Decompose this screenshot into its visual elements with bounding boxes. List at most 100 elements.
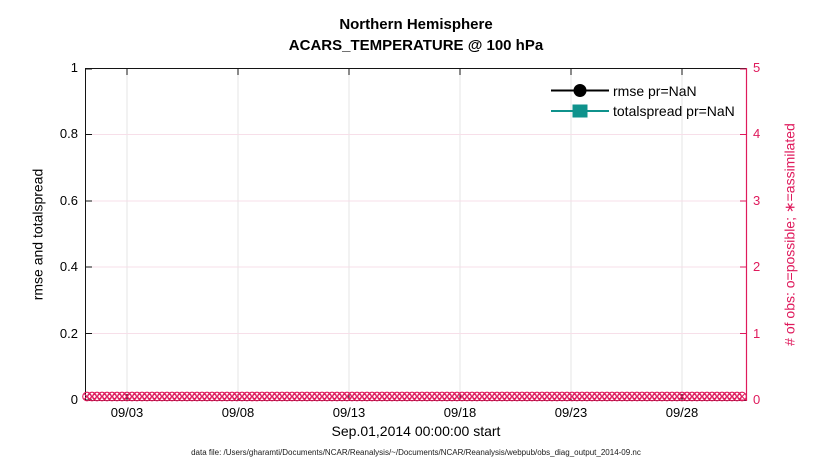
obs-assimilated-marker bbox=[458, 393, 466, 400]
legend-item-totalspread: totalspread pr=NaN bbox=[613, 103, 735, 119]
obs-assimilated-marker bbox=[113, 393, 121, 400]
obs-assimilated-marker bbox=[248, 393, 256, 400]
obs-assimilated-marker bbox=[453, 393, 461, 400]
obs-assimilated-marker bbox=[698, 393, 706, 400]
y-left-tick-06: 0.6 bbox=[59, 193, 78, 208]
obs-assimilated-marker bbox=[368, 393, 376, 400]
x-tick-0908: 09/08 bbox=[221, 405, 255, 420]
obs-assimilated-marker bbox=[638, 393, 646, 400]
obs-assimilated-marker bbox=[423, 393, 431, 400]
obs-assimilated-marker bbox=[123, 393, 131, 400]
obs-assimilated-marker bbox=[363, 393, 371, 400]
obs-assimilated-marker bbox=[513, 393, 521, 400]
obs-assimilated-marker bbox=[208, 393, 216, 400]
y-right-tick-0: 0 bbox=[753, 392, 761, 407]
data-file-caption: data file: /Users/gharamti/Documents/NCA… bbox=[191, 448, 641, 457]
obs-assimilated-marker bbox=[723, 393, 731, 400]
y-axis-label-left: rmse and totalspread bbox=[29, 168, 46, 301]
obs-assimilated-marker bbox=[233, 393, 241, 400]
obs-assimilated-marker bbox=[388, 393, 396, 400]
obs-assimilated-marker bbox=[383, 393, 391, 400]
grid-vertical bbox=[126, 69, 683, 400]
obs-assimilated-marker bbox=[718, 393, 726, 400]
obs-assimilated-marker bbox=[558, 393, 566, 400]
obs-assimilated-marker bbox=[218, 393, 226, 400]
obs-assimilated-marker bbox=[138, 393, 146, 400]
obs-assimilated-marker bbox=[353, 393, 361, 400]
axis-ticks-top bbox=[126, 69, 683, 75]
obs-assimilated-marker bbox=[318, 393, 326, 400]
obs-assimilated-marker bbox=[548, 393, 556, 400]
obs-assimilated-marker bbox=[498, 393, 506, 400]
obs-assimilated-marker bbox=[713, 393, 721, 400]
axis-ticks-right bbox=[740, 68, 746, 401]
obs-assimilated-marker bbox=[683, 393, 691, 400]
obs-assimilated-marker bbox=[608, 393, 616, 400]
x-tick-0923: 09/23 bbox=[554, 405, 588, 420]
obs-assimilated-marker bbox=[308, 393, 316, 400]
obs-assimilated-marker bbox=[178, 393, 186, 400]
obs-assimilated-marker bbox=[733, 393, 741, 400]
obs-assimilated-marker bbox=[523, 393, 531, 400]
obs-assimilated-marker bbox=[553, 393, 561, 400]
legend-item-rmse: rmse pr=NaN bbox=[613, 83, 697, 99]
obs-assimilated-marker bbox=[613, 393, 621, 400]
obs-assimilated-marker bbox=[303, 393, 311, 400]
obs-assimilated-marker bbox=[223, 393, 231, 400]
obs-assimilated-marker bbox=[583, 393, 591, 400]
obs-assimilated-marker bbox=[358, 393, 366, 400]
obs-assimilated-marker bbox=[228, 393, 236, 400]
x-axis-label: Sep.01,2014 00:00:00 start bbox=[331, 423, 501, 439]
obs-assimilated-marker bbox=[463, 393, 471, 400]
obs-assimilated-marker bbox=[168, 393, 176, 400]
obs-assimilated-marker bbox=[343, 393, 351, 400]
obs-assimilated-marker bbox=[158, 393, 166, 400]
obs-assimilated-marker bbox=[688, 393, 696, 400]
obs-assimilated-marker bbox=[628, 393, 636, 400]
obs-assimilated-marker bbox=[428, 393, 436, 400]
obs-assimilated-marker bbox=[433, 393, 441, 400]
y-left-tick-04: 0.4 bbox=[59, 259, 78, 274]
obs-assimilated-marker bbox=[198, 393, 206, 400]
obs-assimilated-marker bbox=[148, 393, 156, 400]
y-left-tick-08: 0.8 bbox=[59, 126, 78, 141]
obs-assimilated-marker bbox=[393, 393, 401, 400]
obs-assimilated-marker bbox=[143, 393, 151, 400]
obs-assimilated-marker bbox=[328, 393, 336, 400]
obs-assimilated-marker bbox=[173, 393, 181, 400]
obs-assimilated-marker bbox=[578, 393, 586, 400]
y-left-tick-1: 1 bbox=[70, 60, 78, 75]
obs-assimilated-marker bbox=[493, 393, 501, 400]
obs-assimilated-marker bbox=[283, 393, 291, 400]
obs-assimilated-marker bbox=[413, 393, 421, 400]
obs-assimilated-marker bbox=[333, 393, 341, 400]
obs-assimilated-marker bbox=[83, 393, 91, 400]
obs-markers-band bbox=[82, 391, 747, 402]
obs-assimilated-marker bbox=[418, 393, 426, 400]
obs-assimilated-marker bbox=[313, 393, 321, 400]
obs-assimilated-marker bbox=[678, 393, 686, 400]
obs-assimilated-marker bbox=[98, 393, 106, 400]
obs-assimilated-marker bbox=[348, 393, 356, 400]
chart-title: Northern Hemisphere bbox=[339, 16, 493, 33]
chart-subtitle: ACARS_TEMPERATURE @ 100 hPa bbox=[288, 37, 544, 54]
obs-assimilated-marker bbox=[398, 393, 406, 400]
obs-assimilated-marker bbox=[133, 393, 141, 400]
x-tick-0928: 09/28 bbox=[665, 405, 699, 420]
x-tick-0918: 09/18 bbox=[443, 405, 477, 420]
obs-assimilated-marker bbox=[518, 393, 526, 400]
y-right-tick-2: 2 bbox=[753, 259, 761, 274]
grid-horizontal bbox=[86, 134, 746, 334]
y-right-tick-1: 1 bbox=[753, 326, 761, 341]
obs-assimilated-marker bbox=[568, 393, 576, 400]
obs-assimilated-marker bbox=[708, 393, 716, 400]
obs-assimilated-marker bbox=[88, 393, 96, 400]
obs-assimilated-marker bbox=[128, 393, 136, 400]
obs-assimilated-marker bbox=[243, 393, 251, 400]
y-right-tick-5: 5 bbox=[753, 60, 761, 75]
obs-assimilated-marker bbox=[268, 393, 276, 400]
rmse-marker-icon bbox=[573, 84, 587, 97]
obs-assimilated-marker bbox=[658, 393, 666, 400]
totalspread-marker-icon bbox=[572, 104, 588, 118]
